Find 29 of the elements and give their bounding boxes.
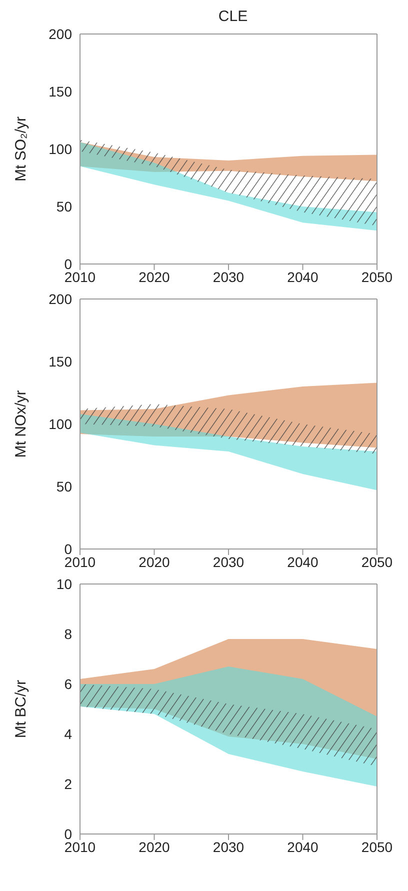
x-tick-label: 2030 bbox=[212, 268, 244, 285]
y-tick-label: 4 bbox=[64, 726, 72, 742]
y-tick-label: 100 bbox=[48, 140, 72, 157]
x-tick-label: 2040 bbox=[287, 554, 319, 570]
y-tick-label: 50 bbox=[56, 478, 72, 494]
y-tick-label: 100 bbox=[48, 416, 72, 432]
y-tick-label: 2 bbox=[64, 776, 72, 792]
y-axis-title: Mt NOx/yr bbox=[12, 390, 30, 458]
x-tick-label: 2030 bbox=[212, 838, 244, 855]
x-tick-label: 2020 bbox=[138, 268, 170, 285]
y-tick-label: 200 bbox=[48, 290, 72, 307]
y-tick-label: 150 bbox=[48, 83, 72, 100]
y-tick-label: 200 bbox=[48, 26, 72, 42]
y-tick-label: 6 bbox=[64, 676, 72, 692]
y-axis-title: Mt SO₂/yr bbox=[12, 116, 30, 182]
x-tick-label: 2020 bbox=[138, 554, 170, 570]
x-tick-label: 2050 bbox=[361, 554, 393, 570]
y-axis-title: Mt BC/yr bbox=[12, 680, 30, 738]
y-tick-label: 50 bbox=[56, 198, 72, 214]
y-tick-label: 10 bbox=[56, 576, 72, 592]
x-tick-label: 2040 bbox=[287, 838, 319, 855]
x-tick-label: 2030 bbox=[212, 554, 244, 570]
y-tick-label: 8 bbox=[64, 626, 72, 642]
chart-title: CLE bbox=[217, 8, 249, 25]
x-tick-label: 2050 bbox=[361, 838, 393, 855]
x-tick-label: 2020 bbox=[138, 838, 170, 855]
x-tick-label: 2050 bbox=[361, 268, 393, 285]
x-tick-label: 2040 bbox=[287, 268, 319, 285]
y-tick-label: 150 bbox=[48, 353, 72, 370]
